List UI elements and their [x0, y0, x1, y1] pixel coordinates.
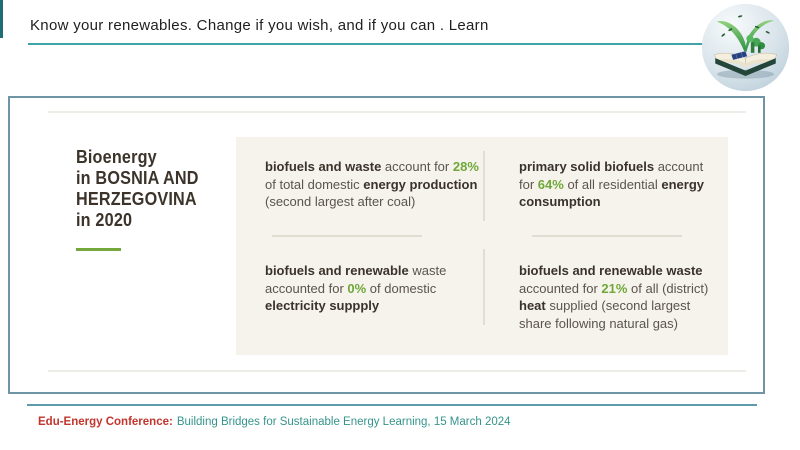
divider-horizontal-right	[532, 235, 682, 237]
card-top-rule	[48, 111, 746, 113]
divider-vertical-bottom	[483, 249, 485, 325]
divider-horizontal-left	[272, 235, 422, 237]
footer-text: Edu-Energy Conference: Building Bridges f…	[38, 416, 511, 428]
stat-block-district-heat: biofuels and renewable waste accounted fo…	[519, 263, 709, 331]
card-bottom-rule	[48, 370, 746, 372]
stat-block-energy-production: biofuels and waste account for 28% of tot…	[265, 159, 479, 210]
header-rule	[28, 43, 712, 45]
header-title: Know your renewables. Change if you wish…	[30, 17, 489, 34]
top-left-accent-tick	[0, 0, 3, 38]
divider-vertical-top	[483, 151, 485, 221]
stats-panel: biofuels and waste account for 28% of tot…	[236, 137, 728, 355]
stat-block-residential-consumption: primary solid biofuels account for 64% of…	[519, 159, 705, 210]
slide-title: Bioenergy in BOSNIA AND HERZEGOVINA in 2020	[76, 147, 199, 230]
stat-block-electricity-supply: biofuels and renewable waste accounted fo…	[265, 263, 447, 314]
footer-tagline: Building Bridges for Sustainable Energy …	[176, 416, 511, 428]
title-accent-line	[76, 248, 121, 251]
footer-rule	[27, 404, 757, 406]
footer-conference-label: Edu-Energy Conference:	[38, 416, 173, 428]
book-plant-logo-icon	[701, 3, 790, 92]
